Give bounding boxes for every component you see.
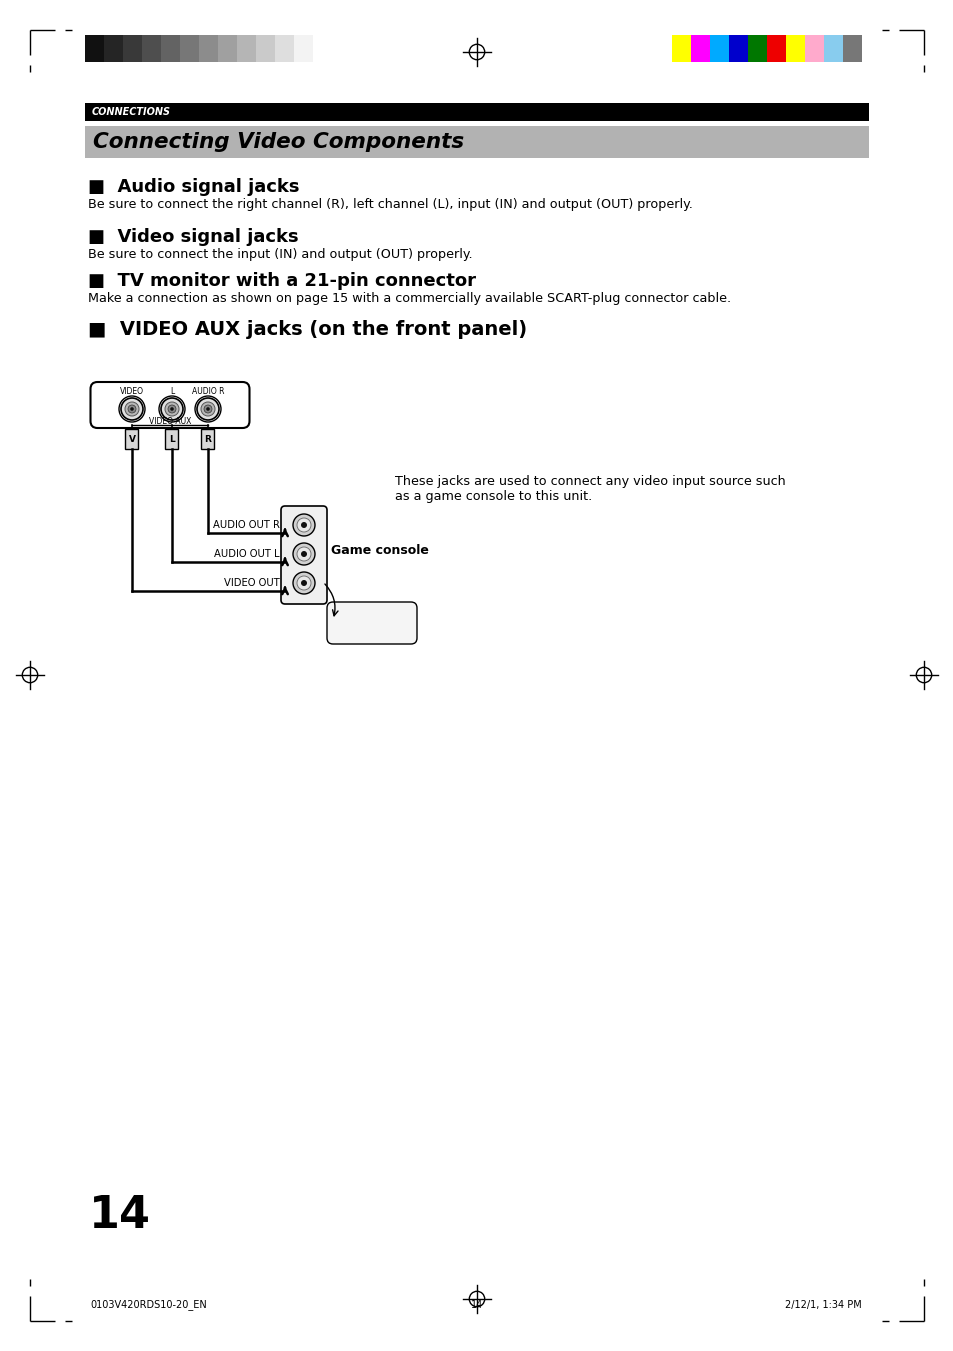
Circle shape (201, 403, 214, 416)
Bar (104, 35, 123, 62)
Bar (165, 430, 178, 449)
Bar (294, 35, 313, 62)
Bar (313, 35, 332, 62)
Circle shape (161, 399, 183, 420)
Text: L: L (170, 386, 174, 396)
Text: VIDEO AUX: VIDEO AUX (149, 417, 191, 426)
Bar (201, 430, 214, 449)
Bar (255, 35, 274, 62)
Bar (274, 35, 294, 62)
Circle shape (293, 571, 314, 594)
Circle shape (206, 407, 210, 411)
Circle shape (121, 399, 143, 420)
Circle shape (196, 399, 219, 420)
Text: Game console: Game console (331, 544, 429, 557)
Text: VIDEO OUT: VIDEO OUT (224, 578, 280, 588)
Circle shape (128, 405, 136, 413)
Bar (766, 35, 785, 62)
Bar (218, 35, 236, 62)
Bar (671, 35, 690, 62)
Circle shape (168, 405, 175, 413)
Bar (142, 35, 161, 62)
FancyBboxPatch shape (91, 382, 250, 428)
Bar (180, 35, 199, 62)
Text: 14: 14 (471, 1300, 482, 1310)
Circle shape (130, 407, 133, 411)
Text: AUDIO OUT R: AUDIO OUT R (213, 520, 280, 530)
Bar (728, 35, 747, 62)
Bar (236, 35, 255, 62)
Bar (85, 126, 868, 158)
Circle shape (165, 403, 179, 416)
Text: These jacks are used to connect any video input source such
as a game console to: These jacks are used to connect any vide… (395, 476, 785, 503)
Text: V: V (129, 435, 135, 443)
Text: ■  Video signal jacks: ■ Video signal jacks (88, 228, 298, 246)
Text: AUDIO R: AUDIO R (192, 386, 224, 396)
Circle shape (301, 580, 307, 586)
Circle shape (301, 551, 307, 557)
Bar (804, 35, 823, 62)
Bar (161, 35, 180, 62)
Text: 0103V420RDS10-20_EN: 0103V420RDS10-20_EN (90, 1300, 207, 1310)
Text: 2/12/1, 1:34 PM: 2/12/1, 1:34 PM (784, 1300, 862, 1310)
Text: Connecting Video Components: Connecting Video Components (92, 132, 464, 153)
FancyBboxPatch shape (281, 507, 327, 604)
Text: 14: 14 (89, 1193, 151, 1236)
Circle shape (170, 407, 173, 411)
Circle shape (296, 547, 311, 561)
Text: Be sure to connect the right channel (R), left channel (L), input (IN) and outpu: Be sure to connect the right channel (R)… (88, 199, 692, 211)
Circle shape (296, 517, 311, 532)
Text: Make a connection as shown on page 15 with a commercially available SCART-plug c: Make a connection as shown on page 15 wi… (88, 292, 730, 305)
Bar (199, 35, 218, 62)
Bar (690, 35, 709, 62)
Bar (123, 35, 142, 62)
Bar (85, 35, 104, 62)
Text: Be sure to connect the input (IN) and output (OUT) properly.: Be sure to connect the input (IN) and ou… (88, 249, 472, 261)
Bar (842, 35, 862, 62)
Bar (126, 430, 138, 449)
Text: ■  Audio signal jacks: ■ Audio signal jacks (88, 178, 299, 196)
Bar (747, 35, 766, 62)
Circle shape (204, 405, 212, 413)
Text: AUDIO OUT L: AUDIO OUT L (214, 549, 280, 559)
Bar (785, 35, 804, 62)
FancyBboxPatch shape (327, 603, 416, 644)
Bar (709, 35, 728, 62)
Text: R: R (204, 435, 212, 443)
Bar (85, 103, 868, 122)
Text: ■  VIDEO AUX jacks (on the front panel): ■ VIDEO AUX jacks (on the front panel) (88, 320, 527, 339)
Circle shape (296, 576, 311, 590)
Bar (823, 35, 842, 62)
Circle shape (293, 543, 314, 565)
Circle shape (125, 403, 139, 416)
Text: VIDEO: VIDEO (120, 386, 144, 396)
Circle shape (301, 521, 307, 528)
Text: CONNECTIONS: CONNECTIONS (91, 107, 171, 118)
Text: L: L (169, 435, 174, 443)
Circle shape (293, 513, 314, 536)
Text: ■  TV monitor with a 21-pin connector: ■ TV monitor with a 21-pin connector (88, 272, 476, 290)
